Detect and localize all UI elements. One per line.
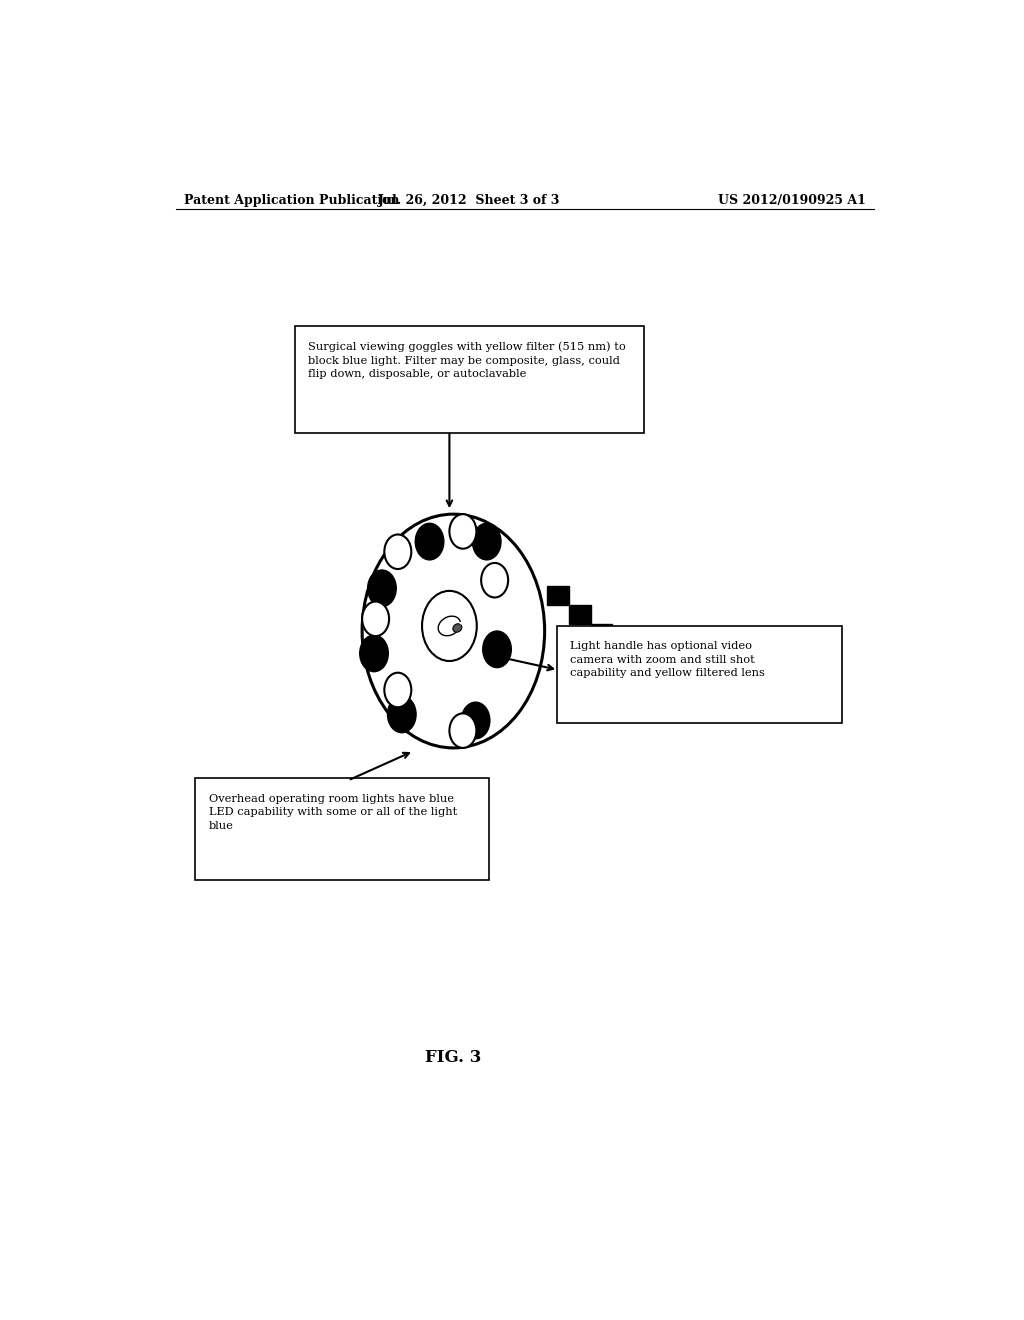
Text: US 2012/0190925 A1: US 2012/0190925 A1 [718, 194, 866, 207]
Text: Surgical viewing goggles with yellow filter (515 nm) to
block blue light. Filter: Surgical viewing goggles with yellow fil… [308, 342, 626, 379]
Circle shape [450, 713, 476, 748]
Ellipse shape [438, 616, 461, 636]
Circle shape [384, 673, 412, 708]
Text: FIG. 3: FIG. 3 [425, 1049, 481, 1067]
Circle shape [461, 702, 489, 739]
Polygon shape [547, 586, 612, 643]
FancyBboxPatch shape [557, 626, 842, 722]
Ellipse shape [453, 624, 462, 632]
Ellipse shape [460, 622, 463, 624]
Circle shape [387, 696, 416, 733]
Circle shape [481, 562, 508, 598]
Circle shape [384, 535, 412, 569]
Text: Light handle has optional video
camera with zoom and still shot
capability and y: Light handle has optional video camera w… [570, 642, 765, 678]
FancyBboxPatch shape [196, 779, 489, 880]
Text: Patent Application Publication: Patent Application Publication [183, 194, 399, 207]
Circle shape [416, 523, 443, 560]
Circle shape [362, 602, 389, 636]
Circle shape [482, 631, 511, 668]
Circle shape [359, 635, 388, 672]
Circle shape [472, 523, 501, 560]
Text: Overhead operating room lights have blue
LED capability with some or all of the : Overhead operating room lights have blue… [209, 793, 457, 830]
FancyBboxPatch shape [295, 326, 644, 433]
Circle shape [450, 515, 476, 549]
Text: Jul. 26, 2012  Sheet 3 of 3: Jul. 26, 2012 Sheet 3 of 3 [378, 194, 560, 207]
Circle shape [368, 570, 396, 607]
